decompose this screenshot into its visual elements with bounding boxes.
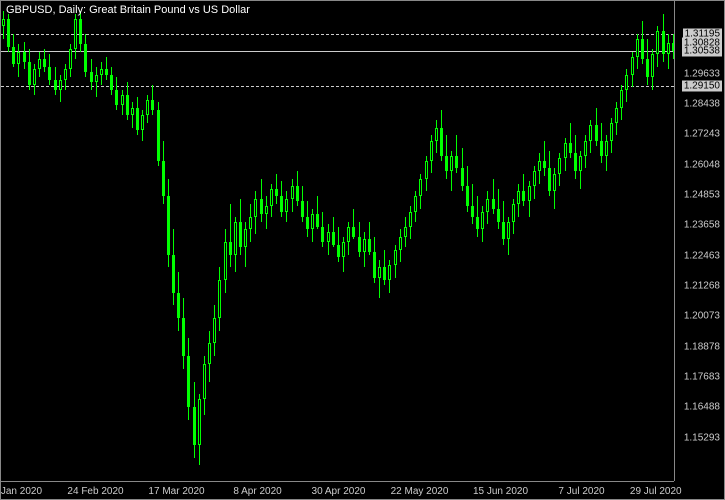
horizontal-line (1, 86, 674, 87)
y-tick-label: 1.27243 (684, 129, 720, 140)
y-tick-label: 1.26048 (684, 159, 720, 170)
y-tick-label: 1.23658 (684, 220, 720, 231)
x-tick-label: 30 Apr 2020 (312, 486, 366, 497)
y-tick-label: 1.29633 (684, 68, 720, 79)
x-tick-label: 8 Apr 2020 (233, 486, 281, 497)
horizontal-line (1, 34, 674, 35)
chart-title: GBPUSD, Daily: Great Britain Pound vs US… (6, 4, 250, 16)
forex-chart[interactable]: GBPUSD, Daily: Great Britain Pound vs US… (0, 0, 725, 500)
x-tick-label: 7 Jul 2020 (558, 486, 604, 497)
y-tick-label: 1.18878 (684, 341, 720, 352)
y-axis: 1.311951.296331.284381.272431.260481.248… (674, 1, 724, 481)
x-tick-label: 31 Jan 2020 (0, 486, 42, 497)
x-tick-label: 29 Jul 2020 (630, 486, 682, 497)
y-tick-label: 1.24853 (684, 189, 720, 200)
y-tick-label: 1.15293 (684, 432, 720, 443)
x-tick-label: 17 Mar 2020 (148, 486, 204, 497)
x-axis: 31 Jan 2020 24 Feb 2020 17 Mar 2020 8 Apr 2… (1, 481, 674, 499)
x-tick-label: 22 May 2020 (391, 486, 449, 497)
x-tick-label: 24 Feb 2020 (67, 486, 123, 497)
y-tick-label: 1.16488 (684, 402, 720, 413)
price-marker: 1.30538 (682, 45, 722, 56)
y-tick-label: 1.22463 (684, 250, 720, 261)
y-tick-label: 1.28438 (684, 99, 720, 110)
horizontal-line (1, 51, 674, 52)
price-marker: 1.29150 (682, 80, 722, 91)
y-tick-label: 1.21268 (684, 280, 720, 291)
x-tick-label: 15 Jun 2020 (473, 486, 528, 497)
y-tick-label: 1.20073 (684, 311, 720, 322)
plot-area[interactable] (1, 1, 674, 481)
y-tick-label: 1.17683 (684, 371, 720, 382)
